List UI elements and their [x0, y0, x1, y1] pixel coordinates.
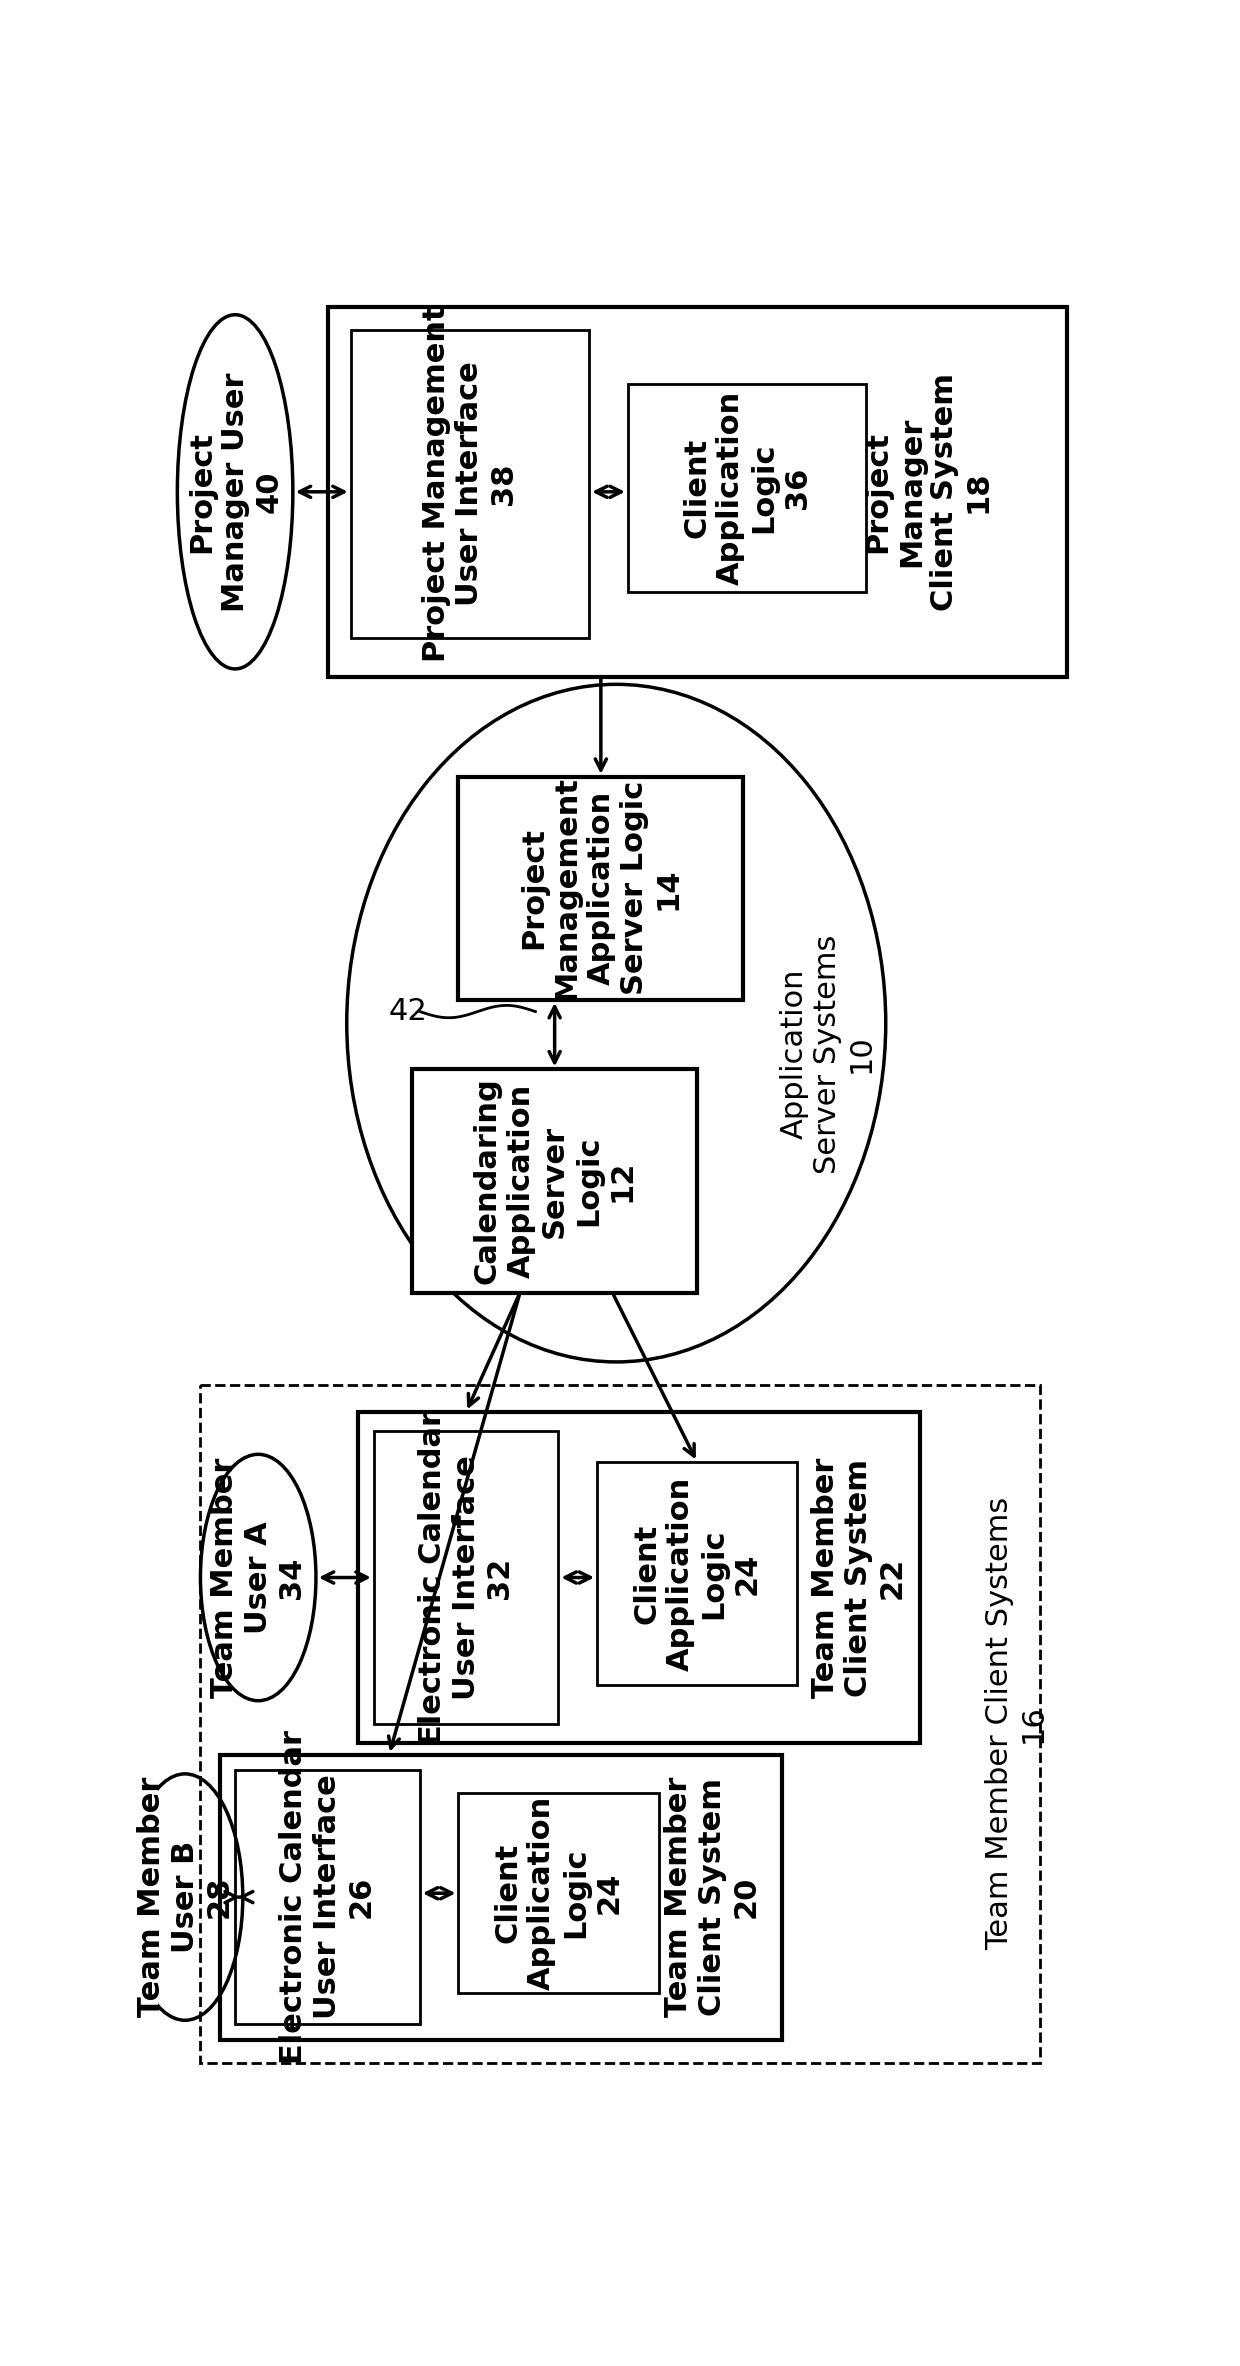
- Text: Project Management
User Interface
38: Project Management User Interface 38: [422, 305, 518, 662]
- Bar: [327, 308, 1066, 677]
- Text: Client
Application
Logic
24: Client Application Logic 24: [632, 1476, 763, 1670]
- Text: Electronic Calendar
User Interface
32: Electronic Calendar User Interface 32: [418, 1410, 515, 1744]
- Text: Team Member
User A
34: Team Member User A 34: [210, 1457, 306, 1699]
- Bar: [358, 1413, 920, 1744]
- Bar: [351, 331, 589, 639]
- Text: Application
Server Systems
10: Application Server Systems 10: [780, 935, 877, 1174]
- Text: Calendaring
Application
Server
Logic
12: Calendaring Application Server Logic 12: [472, 1077, 636, 1285]
- Bar: [459, 776, 743, 1001]
- Bar: [596, 1462, 797, 1685]
- Bar: [219, 1756, 781, 2039]
- Text: Project
Management
Application
Server Logic
14: Project Management Application Server Lo…: [520, 776, 682, 1001]
- Text: Client
Application
Logic
36: Client Application Logic 36: [682, 390, 812, 584]
- Text: Electronic Calendar
User Interface
26: Electronic Calendar User Interface 26: [279, 1730, 376, 2063]
- Bar: [373, 1431, 558, 1725]
- Bar: [201, 1384, 1040, 2063]
- Bar: [459, 1793, 658, 1992]
- Text: Team Member
User B
28: Team Member User B 28: [136, 1777, 233, 2018]
- Bar: [627, 383, 867, 592]
- Text: Client
Application
Logic
24: Client Application Logic 24: [494, 1796, 624, 1990]
- Text: 42: 42: [389, 996, 428, 1027]
- Bar: [412, 1069, 697, 1292]
- Text: Project
Manager
Client System
18: Project Manager Client System 18: [863, 374, 993, 610]
- Text: Team Member
Client System
20: Team Member Client System 20: [665, 1777, 760, 2018]
- Bar: [236, 1770, 420, 2025]
- Text: Team Member Client Systems
16: Team Member Client Systems 16: [986, 1498, 1048, 1950]
- Text: Team Member
Client System
22: Team Member Client System 22: [811, 1457, 906, 1699]
- Text: Project
Manager User
40: Project Manager User 40: [187, 371, 283, 610]
